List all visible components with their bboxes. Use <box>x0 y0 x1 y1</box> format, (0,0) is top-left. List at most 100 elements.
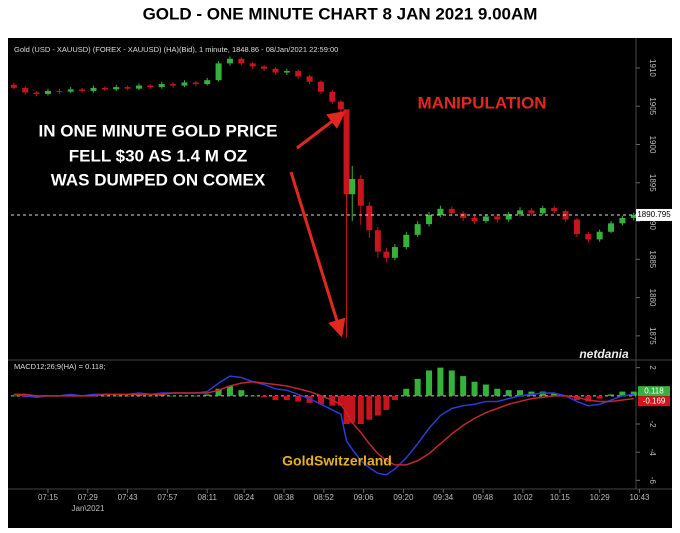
histogram-bar <box>349 395 356 423</box>
candle-body <box>295 71 302 77</box>
histogram-bar <box>630 391 637 396</box>
candle-body <box>471 217 478 222</box>
candle-body <box>113 87 120 90</box>
candle-body <box>272 68 279 73</box>
histogram-bar <box>505 390 512 396</box>
histogram-bar <box>170 395 177 397</box>
watermark: netdania <box>579 347 629 361</box>
last-price-label: 1890.795 <box>637 210 671 219</box>
histogram-bar <box>192 395 199 397</box>
candle-body <box>374 230 381 252</box>
histogram-bar <box>494 388 501 396</box>
candle-body <box>596 231 603 240</box>
histogram-bar <box>272 395 279 401</box>
candle-body <box>551 208 558 212</box>
last-value-label: 0.118 <box>644 386 664 395</box>
histogram-bar <box>283 395 290 401</box>
candle-body <box>573 219 580 235</box>
x-tick-label: 08:52 <box>314 493 335 502</box>
candle-body <box>505 214 512 220</box>
histogram-bar <box>366 395 373 420</box>
y-tick-label: -4 <box>648 449 657 457</box>
y-tick-label: -6 <box>648 477 657 485</box>
candle-body <box>391 247 398 258</box>
histogram-bar <box>101 395 108 397</box>
candle-body <box>44 90 51 94</box>
histogram-bar <box>374 395 381 416</box>
candle-body <box>147 85 154 88</box>
candle-body <box>414 224 421 235</box>
histogram-bar <box>517 390 524 396</box>
x-tick-label: 08:24 <box>234 493 255 502</box>
candle-body <box>124 87 131 89</box>
histogram-bar <box>226 385 233 396</box>
candle-body <box>135 85 142 89</box>
chart-subtitle: Gold (USD - XAUUSD) (FOREX - XAUUSD) (HA… <box>14 45 338 54</box>
last-value-label: -0.169 <box>643 396 666 405</box>
x-tick-label: 07:15 <box>38 493 59 502</box>
histogram-bar <box>471 381 478 396</box>
candle-body <box>403 234 410 248</box>
candle-body <box>528 210 535 214</box>
histogram-bar <box>215 388 222 396</box>
y-tick-label: 1910 <box>648 59 657 77</box>
y-tick-label: 1905 <box>648 97 657 115</box>
histogram-bar <box>596 395 603 399</box>
candle-body <box>585 234 592 240</box>
histogram-bar <box>295 395 302 402</box>
candle-body <box>460 213 467 218</box>
candle-body <box>448 208 455 214</box>
candle-body <box>238 58 245 64</box>
macd-line <box>13 380 634 466</box>
annotation: FELL $30 AS 1.4 M OZ <box>69 146 248 165</box>
candle-body <box>249 63 256 67</box>
histogram-bar <box>249 395 256 397</box>
candle-body <box>426 214 433 225</box>
x-tick-label: 10:43 <box>629 493 650 502</box>
arrow <box>296 110 346 150</box>
candle-body <box>630 214 637 218</box>
histogram-bar <box>238 390 245 396</box>
last-value-box <box>638 386 670 397</box>
x-tick-label: 10:29 <box>590 493 611 502</box>
macd-legend: MACD12;26;9(HA) = 0.118; <box>14 362 105 371</box>
candle-body <box>33 92 40 94</box>
histogram-bar <box>619 391 626 396</box>
histogram-bar <box>482 384 489 396</box>
histogram-bar <box>343 395 350 424</box>
plot-area: 07:15 07:29 07:43 07:57 08:11 08:24 08:38 08:52… <box>10 56 672 502</box>
histogram-bar <box>585 395 592 402</box>
candle-body <box>329 91 336 102</box>
histogram-bar <box>426 370 433 396</box>
x-tick-label: 09:34 <box>433 493 454 502</box>
candle-body <box>517 210 524 215</box>
candle-body <box>337 101 344 110</box>
candle-body <box>366 205 373 231</box>
y-tick-label: 1900 <box>648 136 657 154</box>
candle-body <box>192 82 199 85</box>
y-tick-label: 1895 <box>648 174 657 192</box>
y-tick-label: 1885 <box>648 250 657 268</box>
candle-body <box>101 87 108 90</box>
x-tick-label: 07:57 <box>157 493 178 502</box>
annotation: GoldSwitzerland <box>282 453 392 469</box>
x-tick-label: 07:29 <box>78 493 99 502</box>
histogram-bar <box>10 395 17 397</box>
histogram-bar <box>147 395 154 397</box>
histogram-bar <box>551 393 558 396</box>
candle-body <box>181 82 188 86</box>
candle-body <box>261 66 268 69</box>
candle-body <box>437 208 444 215</box>
histogram-bar <box>337 395 344 406</box>
annotation: IN ONE MINUTE GOLD PRICE <box>39 121 278 140</box>
histogram-bar <box>391 395 398 401</box>
candle-body <box>494 216 501 220</box>
annotation: MANIPULATION <box>417 93 546 112</box>
candle-body <box>608 223 615 232</box>
candle-body <box>170 84 177 86</box>
candle-body <box>158 84 165 88</box>
y-tick-label: -2 <box>648 420 657 428</box>
candle-body <box>383 251 390 258</box>
x-sublabel: Jan\2021 <box>72 504 105 513</box>
